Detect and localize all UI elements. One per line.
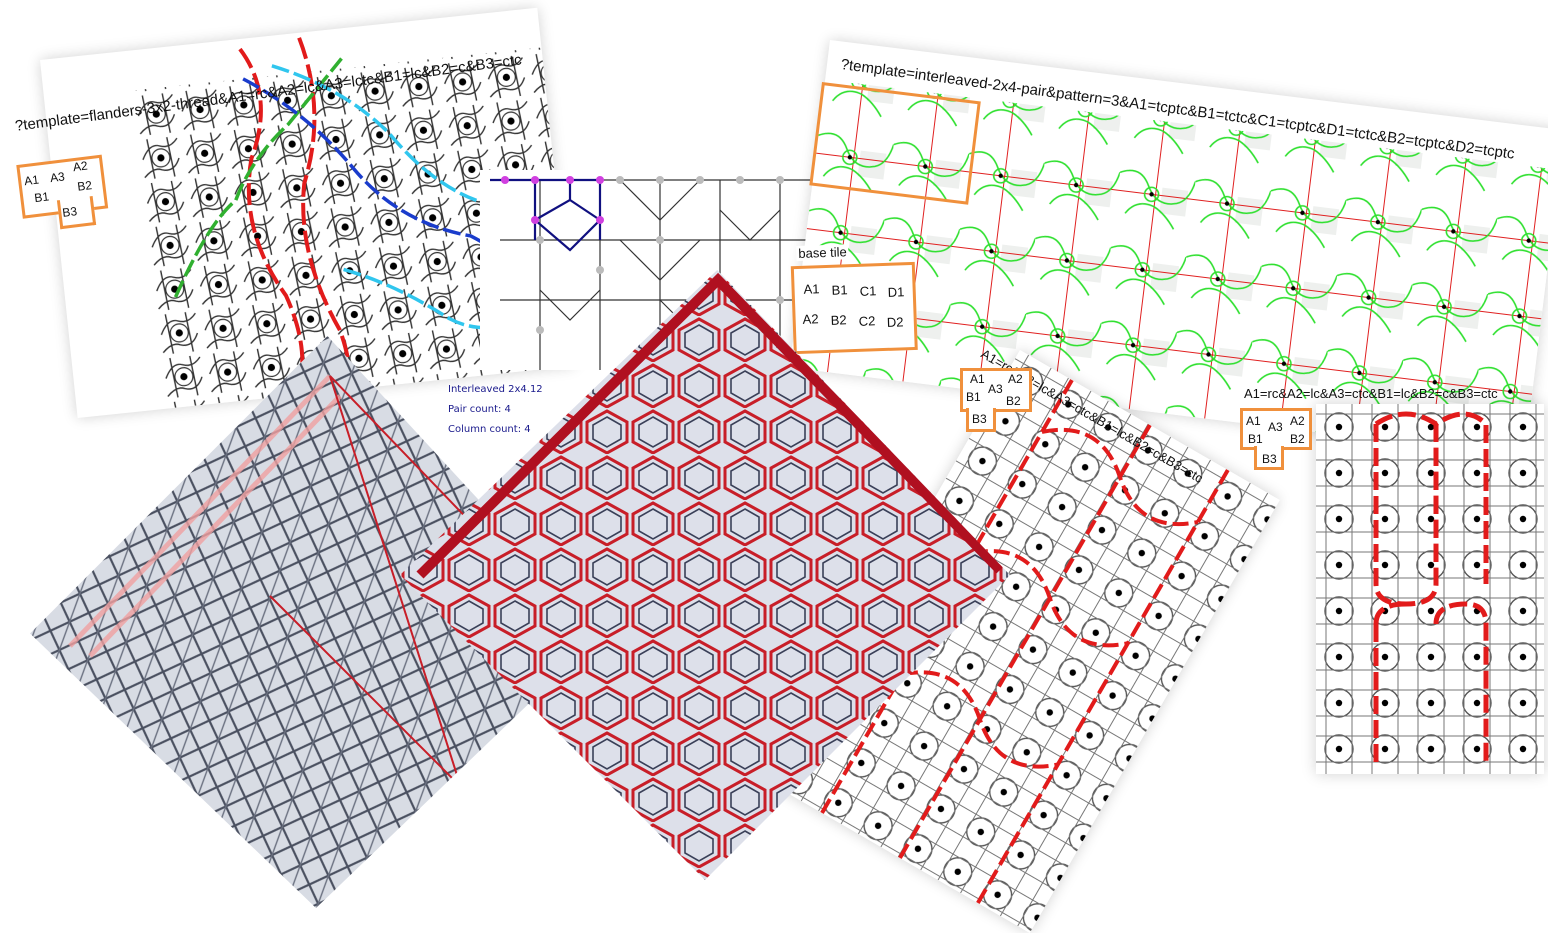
- tile-cell-a3: A3: [1268, 420, 1283, 434]
- tile-cell-b2: B2: [76, 178, 93, 194]
- tile-cell-a1: A1: [970, 372, 985, 386]
- base-tile-b1: B1: [831, 282, 848, 298]
- base-tile-legend: base tile A1 B1 C1 D1 A2 B2 C2 D2: [788, 238, 922, 362]
- flanders-diagram-panel: [40, 7, 575, 419]
- tile-cell-a3: A3: [49, 169, 66, 186]
- diagram-title: Interleaved 2x4.12: [448, 384, 543, 395]
- base-tile-d1: D1: [887, 284, 905, 300]
- base-tile-a2: A2: [802, 311, 819, 327]
- tile-cell-a2: A2: [1008, 372, 1023, 386]
- base-tile-c2: C2: [858, 313, 876, 329]
- tile-cell-a2: A2: [1290, 414, 1305, 428]
- tile-border-foot: [966, 408, 996, 432]
- base-tile-d2: D2: [886, 314, 904, 330]
- tile-cell-b3: B3: [61, 204, 78, 220]
- base-tile-a1: A1: [803, 281, 820, 297]
- right-url-label: A1=rc&A2=lc&A3=ctc&B1=lc&B2=c&B3=ctc: [1244, 386, 1498, 401]
- tile-cell-b1: B1: [1248, 432, 1263, 446]
- flanders-tile-legend: A1 A3 A2 B1 B2 B3: [16, 154, 109, 230]
- interleaved-diagram-panel: [789, 40, 1548, 458]
- tile-border-foot: [1254, 446, 1284, 470]
- knot-pattern-right: [1316, 404, 1544, 774]
- base-tile-c1: C1: [859, 283, 877, 299]
- mid-tile-legend: A1 A3 A2 B1 B2 B3: [960, 368, 1032, 434]
- base-tile-border: [790, 261, 918, 355]
- tile-cell-a1: A1: [23, 172, 40, 189]
- tile-border: [960, 368, 1032, 412]
- tile-cell-a3: A3: [988, 382, 1003, 396]
- knot-pattern-panel-right: [1316, 404, 1544, 774]
- interleaved-pair-diagram: [789, 79, 1548, 458]
- tile-cell-b3: B3: [972, 412, 987, 426]
- pair-diagram: [490, 176, 810, 370]
- pair-count: Pair count: 4: [448, 404, 511, 415]
- tile-cell-b3: B3: [1262, 452, 1277, 466]
- tile-cell-a2: A2: [72, 158, 89, 175]
- right-tile-legend: A1 A3 A2 B1 B2 B3: [1240, 408, 1312, 472]
- tile-cell-b1: B1: [33, 189, 50, 206]
- column-count: Column count: 4: [448, 424, 531, 435]
- base-tile-label: base tile: [796, 244, 849, 262]
- tile-cell-a1: A1: [1246, 414, 1261, 428]
- base-tile-b2: B2: [830, 312, 847, 328]
- tile-cell-b2: B2: [1006, 394, 1021, 408]
- tile-cell-b1: B1: [966, 390, 981, 404]
- interleaved-tile-highlight: [809, 82, 981, 205]
- flanders-thread-diagram: [133, 37, 575, 409]
- tile-cell-b2: B2: [1290, 432, 1305, 446]
